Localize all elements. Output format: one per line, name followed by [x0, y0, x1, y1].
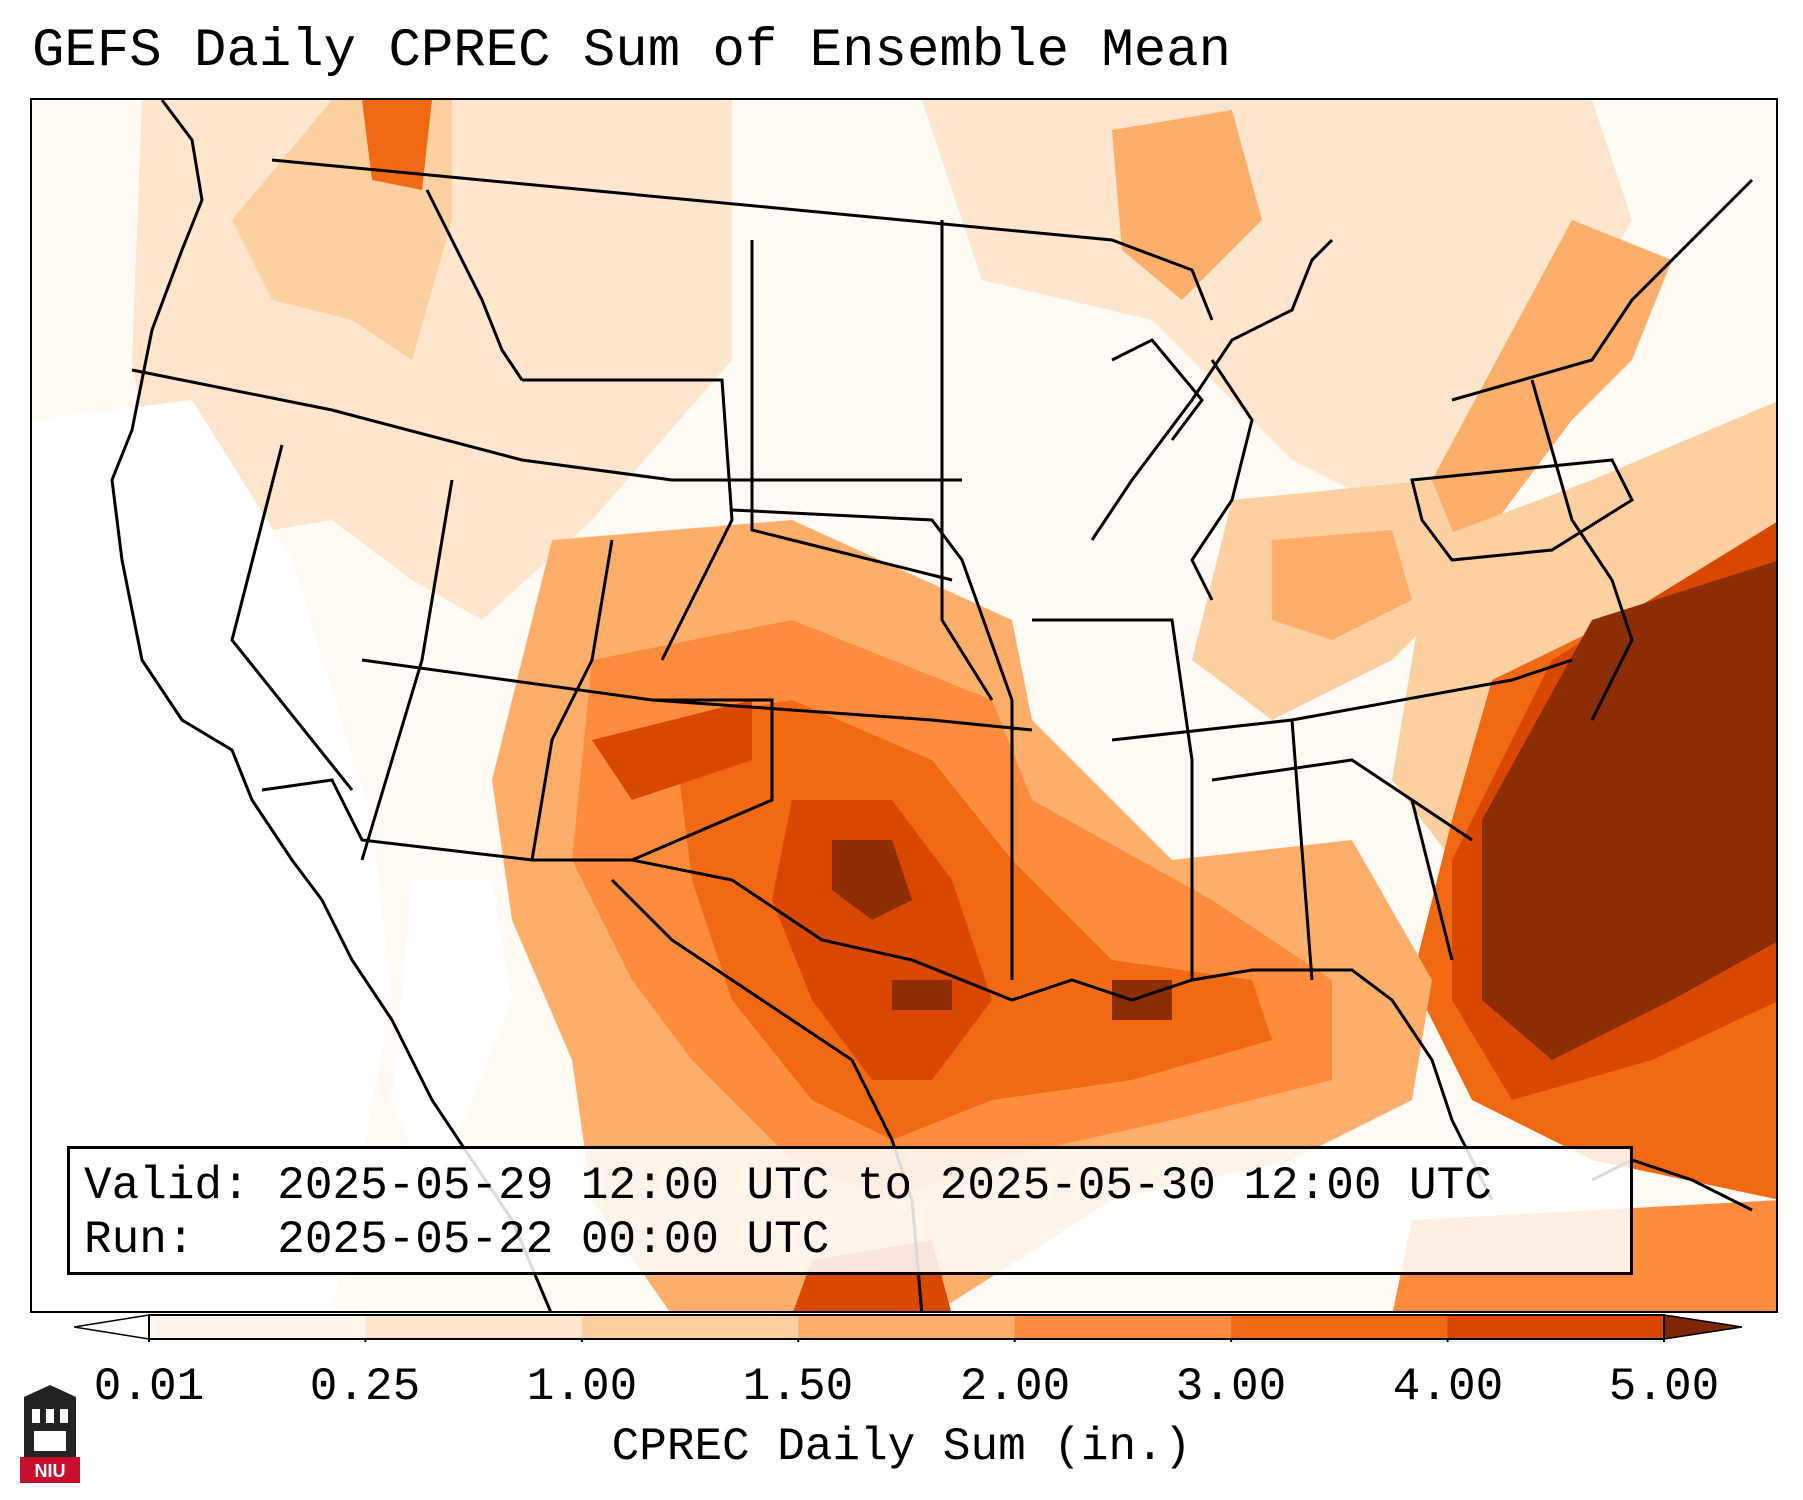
- colorbar-segment: [581, 1315, 799, 1339]
- run-value: 2025-05-22 00:00 UTC: [277, 1214, 830, 1266]
- colorbar-segment: [1014, 1315, 1232, 1339]
- map-title: GEFS Daily CPREC Sum of Ensemble Mean: [32, 21, 1231, 82]
- colorbar-segment: [365, 1315, 583, 1339]
- colorbar-ticks: [148, 1339, 1665, 1342]
- valid-row: Valid: 2025-05-29 12:00 UTC to 2025-05-3…: [84, 1159, 1616, 1213]
- precipitation-field: [32, 100, 1776, 1311]
- colorbar-segment: [1231, 1315, 1449, 1339]
- colorbar-outline: [148, 1314, 1665, 1340]
- tick-label-5: 3.00: [1175, 1361, 1287, 1413]
- colorbar: [74, 1314, 1743, 1342]
- run-label: Run:: [84, 1214, 195, 1266]
- tick-label-4: 2.00: [959, 1361, 1071, 1413]
- logo-text: NIU: [35, 1461, 66, 1481]
- valid-label: Valid:: [84, 1160, 250, 1212]
- tick-label-7: 5.00: [1608, 1361, 1720, 1413]
- tick-label-6: 4.00: [1392, 1361, 1504, 1413]
- colorbar-title: CPREC Daily Sum (in.): [611, 1421, 1192, 1473]
- precipitation-map: [30, 98, 1778, 1313]
- colorbar-segment: [149, 1315, 366, 1339]
- info-box: Valid: 2025-05-29 12:00 UTC to 2025-05-3…: [67, 1146, 1633, 1275]
- run-row: Run: 2025-05-22 00:00 UTC: [84, 1213, 1616, 1267]
- tick-label-0: 0.01: [93, 1361, 205, 1413]
- colorbar-over-arrow: [1663, 1314, 1743, 1340]
- valid-value: 2025-05-29 12:00 UTC to 2025-05-30 12:00…: [277, 1160, 1492, 1212]
- boundaries: [110, 100, 1754, 1311]
- map-canvas: [32, 100, 1776, 1311]
- colorbar-segment: [798, 1315, 1016, 1339]
- logo-band: [20, 1457, 80, 1483]
- tick-label-1: 0.25: [309, 1361, 421, 1413]
- tick-label-3: 1.50: [742, 1361, 854, 1413]
- tick-label-2: 1.00: [526, 1361, 638, 1413]
- niu-logo: NIU: [20, 1385, 80, 1483]
- colorbar-segment: [1447, 1315, 1665, 1339]
- colorbar-under-arrow: [74, 1314, 150, 1340]
- colorbar-segments: [149, 1315, 1665, 1339]
